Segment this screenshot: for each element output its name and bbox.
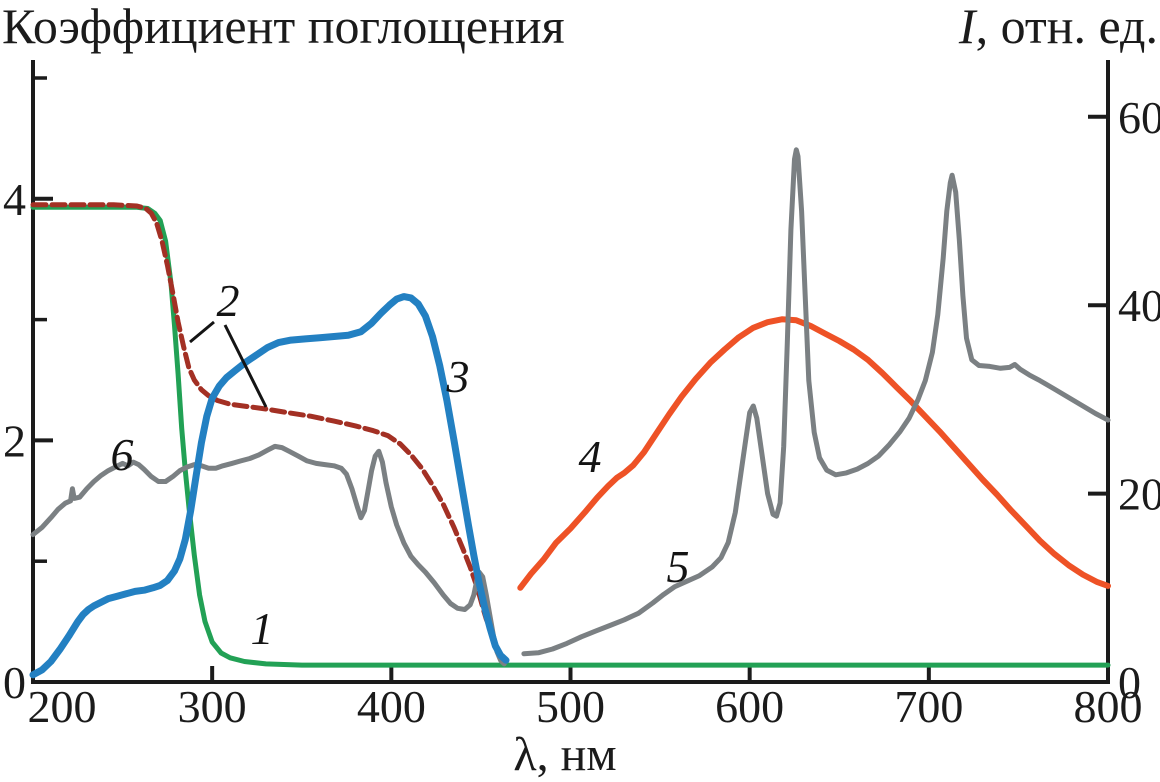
left-axis-title: Коэффициент поглощения [2, 0, 565, 54]
x-axis-tick-label: 600 [715, 681, 784, 732]
x-axis-title: λ, нм [513, 728, 617, 781]
x-axis-tick-label: 400 [357, 681, 426, 732]
intensity-symbol: I [958, 0, 976, 54]
curve-2-pointer-line-1 [189, 320, 215, 344]
curve-label-3: 3 [446, 351, 470, 402]
series-4-curve [517, 316, 1111, 591]
left-axis-tick-label: 4 [3, 174, 26, 225]
x-axis-tick-label: 200 [28, 681, 97, 732]
curve-label-6: 6 [111, 429, 134, 480]
x-axis-tick-label: 800 [1074, 681, 1143, 732]
curve-label-5: 5 [667, 541, 690, 592]
right-axis-tick-label: 20 [1118, 469, 1160, 520]
intensity-units: , отн. ед. [975, 0, 1158, 54]
left-axis-tick-label: 0 [3, 657, 26, 708]
series-2-curve [30, 202, 493, 631]
curve-2-pointer-line-2 [223, 324, 268, 408]
curve-label-1: 1 [251, 603, 274, 654]
series-5-curve [521, 147, 1111, 657]
right-axis-tick-label: 0 [1118, 657, 1141, 708]
x-axis-tick-label: 300 [178, 681, 247, 732]
axes-frame [31, 60, 1110, 684]
right-axis-title: I, отн. ед. [959, 0, 1158, 52]
curve-label-2: 2 [217, 275, 240, 326]
x-axis-tick-label: 500 [536, 681, 605, 732]
left-axis-tick-label: 2 [3, 415, 26, 466]
right-axis-tick-label: 40 [1118, 280, 1160, 331]
series-6-curve [30, 443, 507, 667]
right-axis-tick-label: 60 [1118, 92, 1160, 143]
curve-label-4: 4 [579, 431, 602, 482]
series-3-curve [29, 293, 510, 679]
x-axis-tick-label: 700 [894, 681, 963, 732]
